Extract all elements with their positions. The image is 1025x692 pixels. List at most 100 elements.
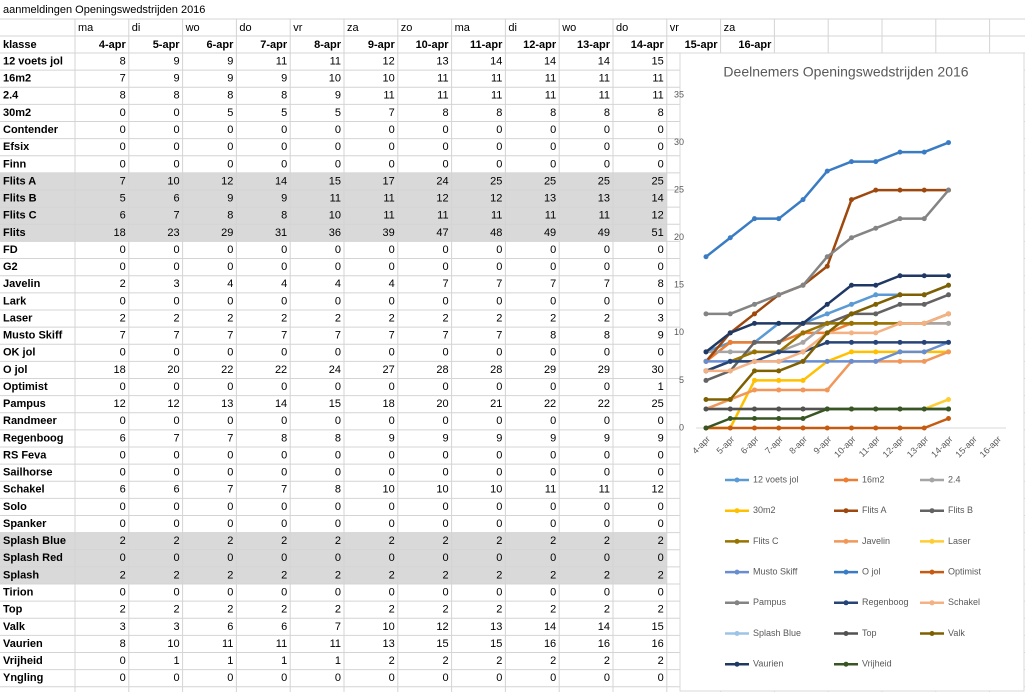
cell-value: 0 [227, 381, 233, 393]
class-name: 30m2 [3, 107, 31, 119]
series-marker [897, 339, 903, 345]
series-marker [946, 339, 951, 345]
cell-value: 7 [442, 278, 448, 290]
cell-value: 0 [496, 347, 502, 359]
cell-value: 0 [173, 141, 179, 153]
y-tick-label: 15 [674, 280, 684, 290]
cell-value: 0 [389, 295, 395, 307]
series-marker [921, 292, 927, 298]
cell-value: 0 [658, 467, 664, 479]
cell-value: 0 [658, 347, 664, 359]
series-marker [873, 301, 879, 307]
cell-value: 2 [496, 535, 502, 547]
cell-value: 8 [173, 90, 179, 102]
cell-value: 0 [442, 347, 448, 359]
cell-value: 0 [550, 672, 556, 684]
cell-value: 9 [658, 330, 664, 342]
cell-value: 10 [383, 621, 395, 633]
series-marker [824, 339, 830, 345]
sheet-title: aanmeldingen Openingswedstrijden 2016 [3, 4, 205, 16]
cell-value: 0 [335, 244, 341, 256]
cell-value: 0 [658, 415, 664, 427]
cell-value: 4 [389, 278, 395, 290]
legend-marker [929, 600, 935, 606]
legend-marker [843, 569, 849, 575]
series-marker [727, 311, 733, 317]
cell-value: 0 [173, 587, 179, 599]
cell-value: 0 [335, 449, 341, 461]
cell-value: 12 [652, 484, 664, 496]
cell-value: 22 [598, 398, 610, 410]
cell-value: 2 [550, 655, 556, 667]
cell-value: 0 [496, 415, 502, 427]
cell-value: 0 [658, 518, 664, 530]
cell-value: 0 [173, 107, 179, 119]
cell-value: 0 [120, 158, 126, 170]
cell-value: 5 [281, 107, 287, 119]
cell-value: 0 [604, 141, 610, 153]
cell-value: 7 [335, 621, 341, 633]
cell-value: 2 [281, 535, 287, 547]
series-marker [776, 358, 782, 364]
cell-value: 0 [658, 261, 664, 273]
cell-value: 12 [490, 193, 502, 205]
day-label: za [347, 22, 360, 34]
cell-value: 0 [173, 467, 179, 479]
cell-value: 3 [173, 278, 179, 290]
series-marker [703, 349, 709, 355]
cell-value: 11 [545, 73, 556, 85]
series-marker [824, 254, 830, 260]
cell-value: 0 [335, 552, 341, 564]
cell-value: 2 [604, 312, 610, 324]
class-name: Splash [3, 569, 39, 581]
legend-label: Flits A [862, 505, 887, 515]
cell-value: 2 [120, 535, 126, 547]
series-marker [703, 377, 709, 383]
cell-value: 0 [496, 244, 502, 256]
y-tick-label: 30 [674, 137, 684, 147]
series-marker [776, 320, 782, 326]
series-marker [873, 292, 879, 298]
cell-value: 0 [442, 381, 448, 393]
date-label: 11-apr [470, 39, 503, 51]
cell-value: 0 [227, 501, 233, 513]
cell-value: 8 [604, 330, 610, 342]
series-marker [849, 159, 854, 165]
cell-value: 25 [652, 398, 664, 410]
legend-label: Flits B [948, 505, 973, 515]
series-marker [776, 415, 782, 421]
cell-value: 8 [604, 107, 610, 119]
cell-value: 0 [281, 518, 287, 530]
cell-value: 0 [335, 261, 341, 273]
cell-value: 0 [120, 467, 126, 479]
cell-value: 7 [604, 278, 610, 290]
series-marker [824, 311, 830, 317]
cell-value: 0 [442, 261, 448, 273]
cell-value: 7 [120, 330, 126, 342]
legend-label: 16m2 [862, 474, 885, 484]
cell-value: 2 [173, 312, 179, 324]
series-marker [946, 311, 951, 317]
series-marker [703, 368, 709, 374]
cell-value: 9 [281, 193, 287, 205]
class-name: O jol [3, 364, 27, 376]
cell-value: 2 [335, 604, 341, 616]
series-marker [752, 358, 757, 364]
cell-value: 28 [490, 364, 502, 376]
series-marker [776, 425, 782, 431]
cell-value: 2 [173, 569, 179, 581]
class-name: Flits C [3, 210, 37, 222]
cell-value: 10 [329, 210, 341, 222]
cell-value: 0 [604, 124, 610, 136]
cell-value: 0 [389, 244, 395, 256]
cell-value: 0 [389, 449, 395, 461]
cell-value: 0 [281, 449, 287, 461]
series-marker [727, 425, 733, 431]
date-label: 16-apr [738, 39, 772, 51]
cell-value: 0 [604, 381, 610, 393]
cell-value: 0 [227, 587, 233, 599]
cell-value: 2 [658, 535, 664, 547]
cell-value: 0 [120, 518, 126, 530]
cell-value: 27 [383, 364, 395, 376]
cell-value: 47 [436, 227, 448, 239]
